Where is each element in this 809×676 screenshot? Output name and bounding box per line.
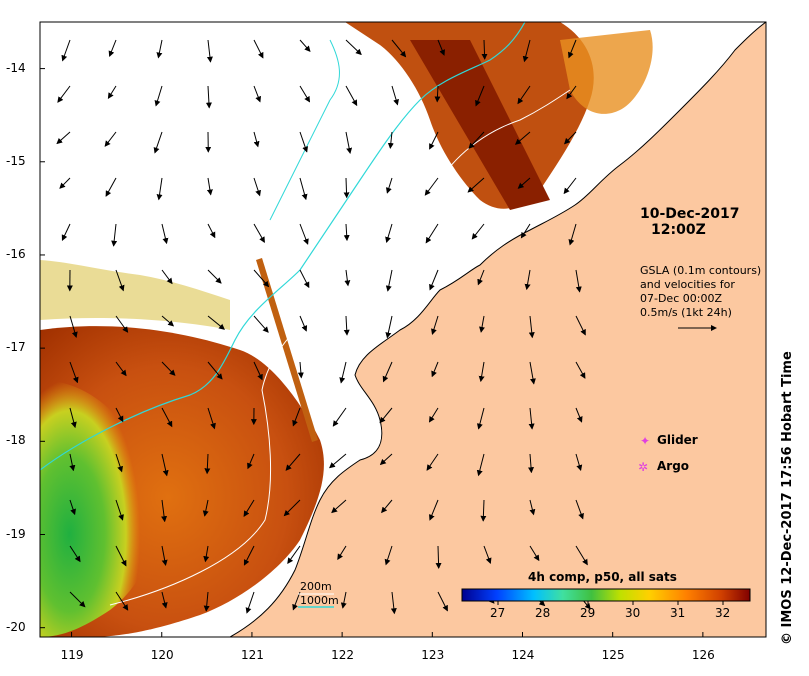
y-tick-label: -14 (6, 61, 26, 75)
colorbar-tick-label: 27 (490, 606, 505, 620)
colorbar-tick-label: 30 (625, 606, 640, 620)
time-label: 12:00Z (651, 222, 706, 238)
y-tick-label: -15 (6, 154, 26, 168)
y-tick-label: -19 (6, 527, 26, 541)
y-tick-label: -18 (6, 433, 26, 447)
glider-legend-label: Glider (657, 433, 698, 447)
argo-legend-label: Argo (657, 459, 689, 473)
contour-1000m-label: 1000m (300, 594, 339, 607)
date-label: 10-Dec-2017 (640, 206, 739, 222)
colorbar-tick-label: 31 (670, 606, 685, 620)
contour-200m-label: 200m (300, 580, 332, 593)
colorbar (462, 589, 750, 601)
x-tick-label: 120 (151, 648, 174, 662)
x-tick-label: 123 (421, 648, 444, 662)
credit-text: © IMOS 12-Dec-2017 17:56 Hobart Time (780, 325, 795, 645)
colorbar-title: 4h comp, p50, all sats (528, 570, 677, 584)
colorbar-tick-label: 29 (580, 606, 595, 620)
gsla-caption-line: 0.5m/s (1kt 24h) (640, 306, 732, 319)
gsla-caption-line: 07-Dec 00:00Z (640, 292, 722, 305)
velocity-arrow (438, 546, 439, 568)
glider-marker-icon: ✦ (640, 434, 650, 448)
gsla-caption-line: GSLA (0.1m contours) (640, 264, 761, 277)
y-tick-label: -16 (6, 247, 26, 261)
argo-marker-icon: ✲ (638, 460, 648, 474)
x-tick-label: 124 (511, 648, 534, 662)
gsla-caption-line: and velocities for (640, 278, 735, 291)
velocity-arrow (346, 178, 347, 197)
x-tick-label: 125 (602, 648, 625, 662)
y-tick-label: -20 (6, 620, 26, 634)
x-tick-label: 119 (61, 648, 84, 662)
velocity-arrow (484, 40, 485, 59)
x-tick-label: 126 (692, 648, 715, 662)
colorbar-tick-label: 28 (535, 606, 550, 620)
y-tick-label: -17 (6, 340, 26, 354)
x-tick-label: 122 (331, 648, 354, 662)
x-tick-label: 121 (241, 648, 264, 662)
colorbar-tick-label: 32 (715, 606, 730, 620)
